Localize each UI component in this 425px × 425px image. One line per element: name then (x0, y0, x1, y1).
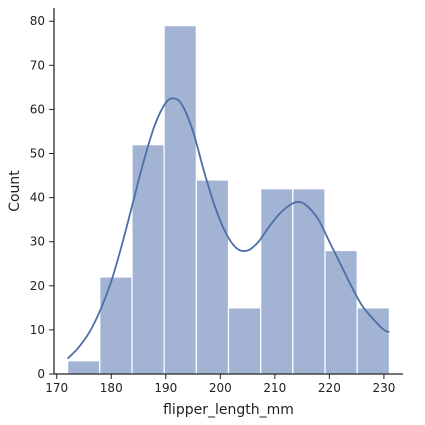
y-tick-label: 20 (30, 279, 45, 293)
x-tick-label: 200 (209, 381, 232, 395)
y-tick-label: 70 (30, 58, 45, 72)
histogram-bars (67, 25, 390, 375)
histogram-bar-9 (324, 249, 358, 375)
histogram-bar-4 (163, 25, 197, 375)
histogram-bar-1 (67, 360, 101, 375)
histogram-bar-6 (227, 307, 262, 375)
x-tick-label: 230 (372, 381, 395, 395)
y-tick-label: 50 (30, 147, 45, 161)
x-axis-ticks: 170 180 190 200 210 220 230 (45, 374, 395, 395)
histogram-bar-8 (292, 188, 326, 375)
y-tick-label: 60 (30, 102, 45, 116)
x-tick-label: 210 (263, 381, 286, 395)
y-tick-label: 80 (30, 14, 45, 28)
kde-curve (66, 97, 390, 360)
y-tick-label: 40 (30, 191, 45, 205)
y-tick-label: 10 (30, 323, 45, 337)
x-tick-label: 170 (45, 381, 68, 395)
x-tick-label: 180 (100, 381, 123, 395)
histogram-bar-10 (356, 307, 390, 375)
y-tick-label: 0 (37, 367, 45, 381)
histogram-bar-3 (131, 144, 165, 375)
x-tick-label: 190 (154, 381, 177, 395)
histogram-bar-2 (99, 276, 133, 375)
y-tick-label: 30 (30, 235, 45, 249)
y-axis-ticks: 0 10 20 30 40 50 60 70 80 (30, 14, 54, 381)
x-tick-label: 220 (318, 381, 341, 395)
histogram-bar-5 (195, 179, 230, 375)
histogram-bar-7 (260, 188, 294, 375)
y-axis-label: Count (7, 170, 23, 212)
x-axis-label: flipper_length_mm (163, 402, 294, 418)
